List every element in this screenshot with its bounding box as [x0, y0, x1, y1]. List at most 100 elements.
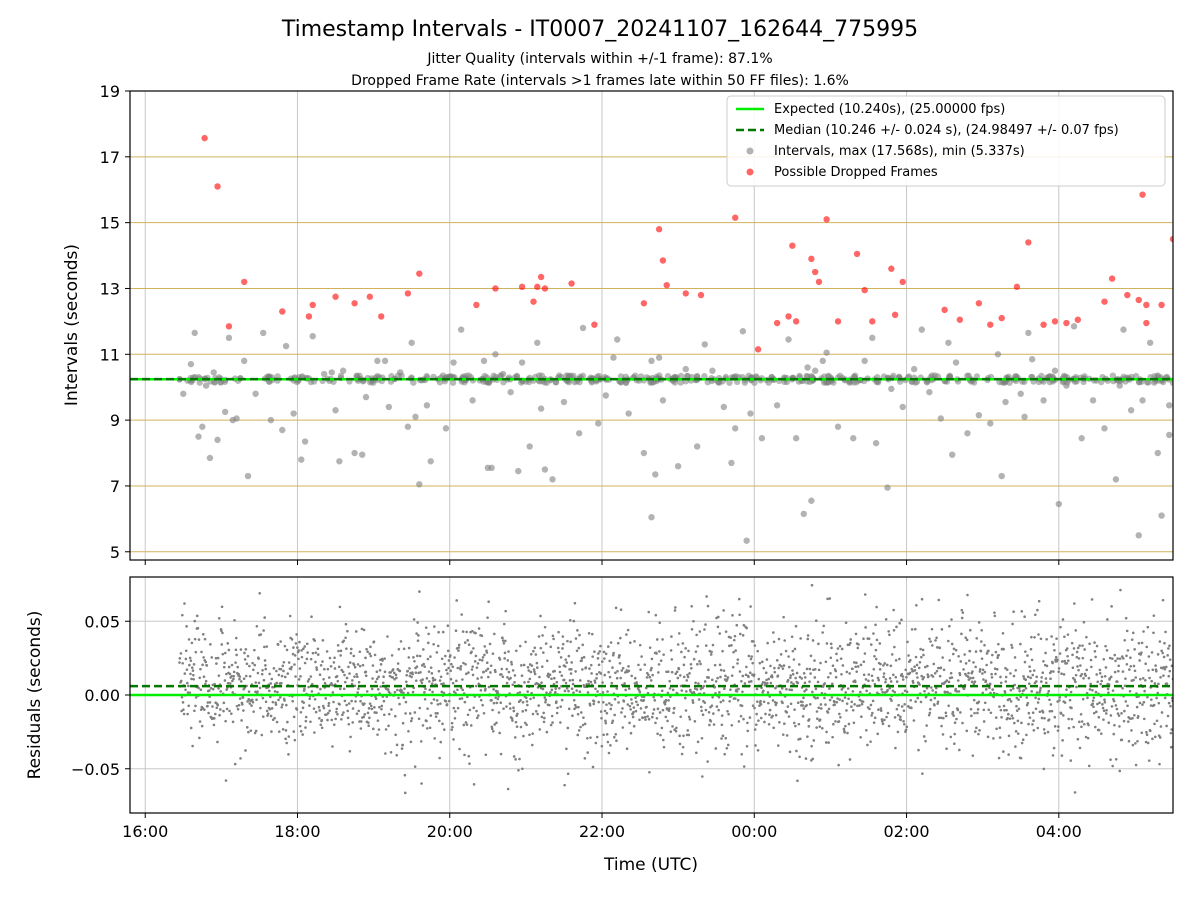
residual-point	[570, 687, 574, 691]
residual-point	[496, 690, 499, 693]
residual-point	[533, 670, 536, 674]
residual-point	[1157, 682, 1160, 686]
residual-point	[189, 672, 192, 676]
residual-point	[313, 639, 317, 642]
residual-point	[517, 768, 520, 772]
residual-point	[247, 730, 250, 734]
residual-point	[493, 723, 496, 726]
residual-point	[952, 714, 955, 717]
residual-point	[973, 730, 977, 733]
residual-point	[628, 721, 631, 725]
residual-point	[790, 681, 793, 684]
residual-point	[620, 669, 624, 672]
residual-point	[397, 647, 401, 651]
residual-point	[728, 699, 731, 703]
residual-point	[534, 710, 538, 713]
residual-point	[198, 676, 202, 680]
residual-point	[668, 707, 671, 710]
residual-point	[194, 650, 198, 654]
residual-point	[772, 726, 775, 730]
residual-point	[621, 726, 625, 729]
residual-point	[835, 659, 839, 662]
residual-point	[400, 689, 403, 692]
residual-point	[192, 677, 195, 681]
residual-point	[393, 714, 397, 718]
residual-point	[1087, 676, 1091, 680]
residual-point	[965, 729, 969, 733]
residual-point	[720, 714, 724, 717]
residual-point	[573, 707, 576, 711]
residual-point	[999, 675, 1002, 679]
residual-point	[551, 721, 554, 724]
residual-point	[951, 710, 955, 714]
residual-point	[564, 681, 568, 685]
residual-point	[959, 711, 962, 714]
legend-median-label: Median (10.246 +/- 0.024 s), (24.98497 +…	[774, 123, 1119, 138]
interval-point	[720, 403, 728, 411]
residual-point	[726, 676, 730, 679]
residual-point	[428, 688, 432, 692]
residual-point	[206, 704, 209, 708]
residual-point	[834, 669, 838, 673]
residual-point	[312, 707, 316, 710]
residual-point	[590, 632, 594, 636]
residual-point	[1044, 651, 1047, 655]
residual-point	[917, 666, 921, 670]
interval-point	[1021, 413, 1028, 421]
residual-point	[660, 689, 664, 693]
residual-point	[234, 661, 237, 664]
residual-point	[959, 660, 963, 663]
residual-point	[432, 698, 436, 701]
residual-point	[1002, 704, 1006, 708]
residual-point	[570, 667, 573, 671]
residual-point	[971, 754, 975, 757]
residual-point	[634, 709, 638, 713]
residual-point	[220, 643, 224, 646]
residual-point	[849, 638, 853, 641]
residual-point	[1020, 721, 1023, 725]
interval-point	[946, 372, 954, 380]
residual-point	[646, 715, 649, 718]
residual-point	[1010, 714, 1014, 717]
residual-point	[762, 689, 765, 693]
residual-point	[758, 661, 762, 665]
residual-point	[565, 687, 569, 690]
residual-point	[519, 699, 522, 702]
residual-point	[201, 663, 204, 667]
interval-point	[202, 382, 210, 389]
residual-point	[552, 682, 556, 686]
residual-point	[194, 704, 197, 708]
residual-point	[421, 678, 424, 681]
residual-point	[1136, 739, 1139, 743]
residual-point	[186, 712, 189, 716]
residual-point	[595, 735, 599, 739]
residual-point	[429, 666, 433, 669]
residual-point	[929, 698, 933, 702]
residual-point	[741, 690, 744, 694]
interval-point	[211, 379, 218, 386]
residual-point	[886, 688, 889, 692]
residual-point	[259, 706, 262, 710]
residual-point	[379, 685, 383, 688]
residual-point	[336, 643, 340, 647]
x-tick-label: 20:00	[427, 822, 473, 841]
residual-point	[976, 708, 980, 711]
residual-point	[326, 718, 329, 722]
residual-point	[1074, 680, 1077, 684]
residual-point	[865, 689, 868, 693]
residual-point	[465, 630, 468, 634]
residual-point	[1080, 673, 1084, 676]
residual-point	[1009, 672, 1012, 675]
residual-point	[402, 696, 406, 699]
residual-point	[682, 734, 685, 738]
residual-point	[790, 635, 794, 639]
residual-point	[1124, 677, 1127, 680]
residual-point	[210, 656, 214, 659]
residual-point	[883, 718, 886, 722]
residual-point	[407, 646, 411, 650]
residual-point	[352, 663, 356, 667]
residual-point	[1168, 644, 1171, 648]
residual-point	[282, 660, 286, 664]
residual-point	[252, 710, 255, 713]
residual-point	[944, 711, 948, 715]
